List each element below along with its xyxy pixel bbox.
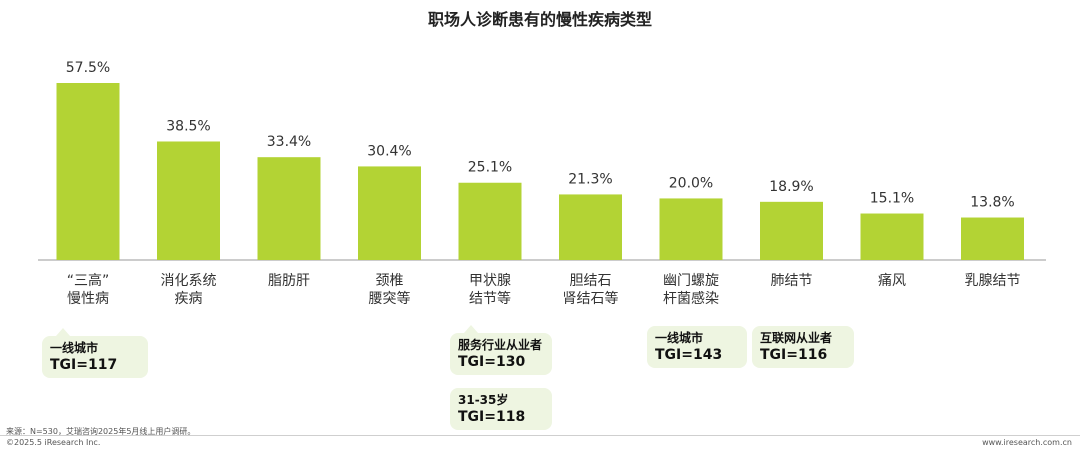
category-label: 肺结节: [742, 272, 842, 290]
value-label: 15.1%: [870, 191, 914, 207]
category-label: “三高” 慢性病: [38, 272, 138, 308]
callout-tgi: TGI=130: [458, 354, 526, 370]
category-label-line: 消化系统: [160, 273, 217, 289]
value-label: 33.4%: [267, 134, 311, 150]
category-label-line: 结节等: [469, 291, 511, 307]
bar: [961, 217, 1024, 260]
bar: [157, 141, 220, 260]
source-note: 来源：N=530，艾瑞咨询2025年5月线上用户调研。: [6, 427, 196, 436]
callout-label: 服务行业从业者: [458, 338, 543, 352]
category-label: 乳腺结节: [943, 272, 1043, 290]
website: www.iresearch.com.cn: [982, 438, 1072, 447]
category-label-line: “三高”: [66, 273, 110, 289]
category-label-line: 幽门螺旋: [663, 273, 719, 289]
callout-tgi: TGI=118: [458, 409, 526, 425]
category-label: 脂肪肝: [239, 272, 339, 290]
category-label: 甲状腺 结节等: [440, 272, 540, 308]
bar: [659, 198, 723, 260]
category-label-line: 杆菌感染: [663, 291, 719, 307]
bar: [559, 194, 622, 260]
bar-chart: 57.5% 38.5% 33.4% 30.4% 25.1% 21.3% 20.0% 18.9%…: [38, 60, 1046, 261]
category-label: 颈椎 腰突等: [340, 272, 440, 308]
category-label: 消化系统 疾病: [139, 272, 239, 308]
callout-label: 一线城市: [655, 331, 704, 345]
category-label: 胆结石 肾结石等: [541, 272, 641, 308]
bar: [458, 182, 522, 260]
callout-label: 互联网从业者: [760, 331, 833, 345]
value-label: 57.5%: [66, 60, 110, 76]
bar: [760, 201, 823, 260]
category-label-line: 乳腺结节: [964, 273, 1021, 289]
category-label-line: 腰突等: [368, 291, 411, 307]
category-label-line: 颈椎: [375, 273, 404, 289]
category-label-line: 脂肪肝: [268, 273, 310, 289]
callout-tgi: TGI=117: [50, 357, 118, 373]
callout-sanggao: 一线城市 TGI=117: [42, 328, 148, 378]
bar: [257, 157, 321, 260]
category-label-line: 胆结石: [569, 273, 612, 289]
category-label-line: 慢性病: [67, 291, 109, 307]
category-label: 痛风: [842, 272, 942, 290]
callout-tgi: TGI=143: [655, 347, 723, 363]
callout-lung-nodule: 互联网从业者 TGI=116: [752, 326, 854, 368]
bar: [56, 83, 120, 260]
value-label: 18.9%: [769, 179, 813, 195]
value-label: 38.5%: [166, 118, 210, 134]
category-label-line: 肾结石等: [562, 291, 619, 307]
callout-thyroid-2: 31-35岁 TGI=118: [450, 388, 552, 430]
footer-divider: [0, 435, 1080, 436]
category-label-line: 痛风: [878, 273, 906, 289]
value-label: 21.3%: [568, 171, 612, 187]
value-label: 20.0%: [669, 175, 713, 191]
value-label: 25.1%: [468, 160, 512, 176]
callout-thyroid-1: 服务行业从业者 TGI=130: [450, 325, 552, 375]
chart-title: 职场人诊断患有的慢性疾病类型: [427, 10, 652, 29]
callout-label: 31-35岁: [458, 393, 509, 407]
category-label: 幽门螺旋 杆菌感染: [641, 272, 741, 308]
copyright: ©2025.5 iResearch Inc.: [6, 438, 101, 447]
callout-label: 一线城市: [50, 341, 99, 355]
callout-helicobacter: 一线城市 TGI=143: [647, 326, 747, 368]
category-label-line: 甲状腺: [469, 273, 511, 289]
value-label: 13.8%: [970, 195, 1014, 211]
category-label-line: 疾病: [174, 291, 203, 307]
category-label-line: 肺结节: [770, 273, 813, 289]
bar: [358, 166, 421, 260]
value-label: 30.4%: [367, 143, 411, 159]
bar: [860, 213, 924, 260]
callout-tgi: TGI=116: [760, 347, 828, 363]
